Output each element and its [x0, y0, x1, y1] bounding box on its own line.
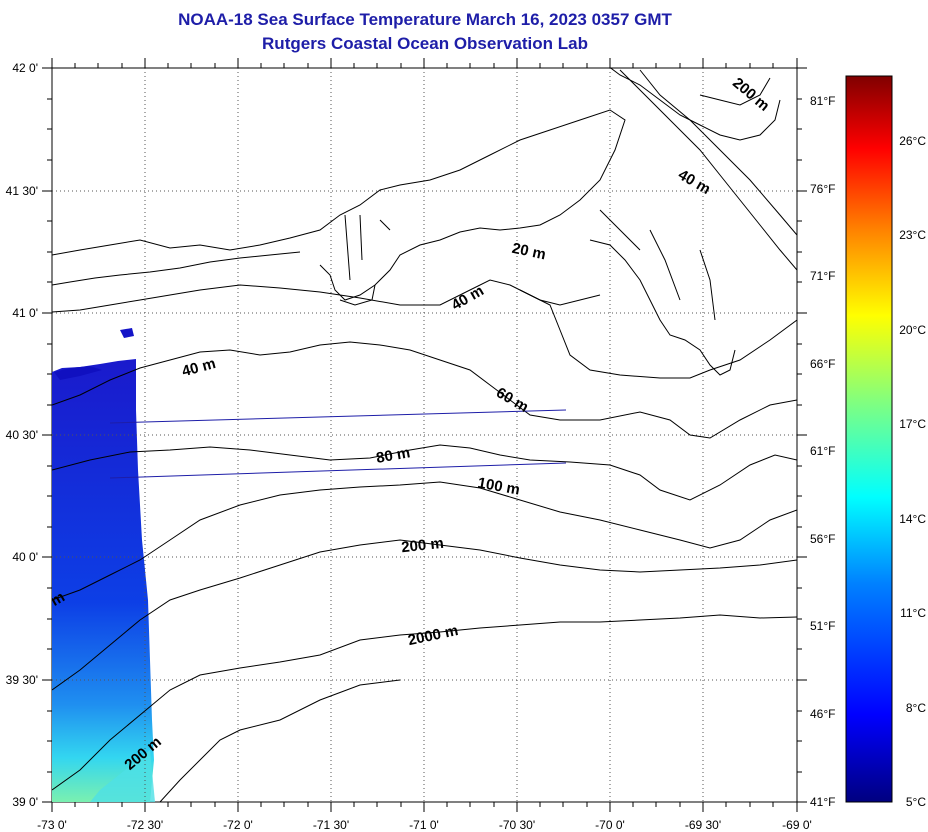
celsius-label: 5°C	[906, 795, 926, 809]
frame-minor-ticks	[47, 63, 802, 807]
celsius-label: 14°C	[899, 512, 926, 526]
fahrenheit-label: 46°F	[810, 707, 835, 721]
fahrenheit-label: 61°F	[810, 444, 835, 458]
lon-label: -70 30'	[499, 818, 535, 832]
celsius-label: 17°C	[899, 417, 926, 431]
celsius-label: 11°C	[900, 606, 926, 620]
lat-label: 41 30'	[6, 184, 38, 198]
lat-label: 42 0'	[12, 61, 38, 75]
celsius-scale: 5°C 8°C 11°C 14°C 17°C 20°C 23°C 26°C	[899, 134, 926, 809]
contour-label: 200 m	[400, 535, 444, 556]
map-subtitle: Rutgers Coastal Ocean Observation Lab	[262, 34, 588, 53]
lon-label: -71 30'	[313, 818, 349, 832]
lat-label: 39 30'	[6, 673, 38, 687]
colorbar-gradient	[845, 75, 893, 803]
fahrenheit-label: 51°F	[810, 619, 835, 633]
graticule	[52, 68, 797, 802]
contour-label: 80 m	[375, 444, 412, 467]
lon-label: -73 0'	[37, 818, 67, 832]
fahrenheit-label: 71°F	[810, 269, 835, 283]
temperature-colorbar: 41°F 46°F 51°F 56°F 61°F 66°F 71°F 76°F …	[810, 75, 926, 809]
fahrenheit-scale: 41°F 46°F 51°F 56°F 61°F 66°F 71°F 76°F …	[810, 94, 835, 809]
bathymetry-contours	[52, 69, 797, 802]
map-title: NOAA-18 Sea Surface Temperature March 16…	[178, 10, 672, 29]
longitude-labels: -73 0' -72 30' -72 0' -71 30' -71 0' -70…	[37, 818, 812, 832]
lon-label: -72 30'	[127, 818, 163, 832]
celsius-label: 23°C	[899, 228, 926, 242]
lon-label: -69 30'	[685, 818, 721, 832]
lon-label: -71 0'	[409, 818, 439, 832]
celsius-label: 8°C	[906, 701, 926, 715]
coastline	[52, 68, 781, 376]
sst-data-swath	[52, 328, 155, 802]
lat-label: 40 0'	[12, 550, 38, 564]
celsius-label: 26°C	[899, 134, 926, 148]
lat-label: 39 0'	[12, 795, 38, 809]
contour-label: 20 m	[510, 240, 547, 264]
frame-ticks	[42, 58, 807, 812]
celsius-label: 20°C	[899, 323, 926, 337]
latitude-labels: 42 0' 41 30' 41 0' 40 30' 40 0' 39 30' 3…	[6, 61, 38, 809]
transect-lines	[109, 409, 567, 479]
fahrenheit-label: 56°F	[810, 532, 835, 546]
lon-label: -70 0'	[595, 818, 625, 832]
lon-label: -72 0'	[223, 818, 253, 832]
lon-label: -69 0'	[782, 818, 812, 832]
lat-label: 41 0'	[12, 306, 38, 320]
fahrenheit-label: 81°F	[810, 94, 835, 108]
fahrenheit-label: 66°F	[810, 357, 835, 371]
fahrenheit-label: 76°F	[810, 182, 835, 196]
lat-label: 40 30'	[6, 428, 38, 442]
fahrenheit-label: 41°F	[810, 795, 835, 809]
